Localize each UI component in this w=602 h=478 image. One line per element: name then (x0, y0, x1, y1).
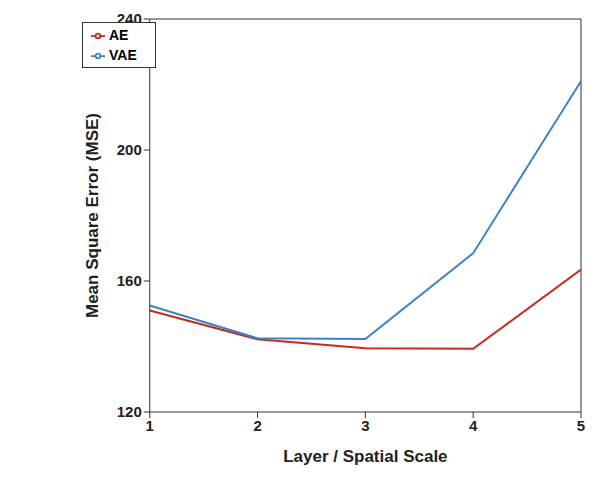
svg-text:3: 3 (361, 417, 369, 434)
svg-text:160: 160 (117, 272, 142, 289)
html-text:VAE: VAE (109, 47, 137, 63)
svg-text:Layer / Spatial Scale: Layer / Spatial Scale (283, 447, 447, 466)
svg-text:Mean Square Error (MSE): Mean Square Error (MSE) (83, 113, 102, 318)
svg-text:1: 1 (146, 417, 154, 434)
svg-text:120: 120 (117, 403, 142, 420)
html-text:AE: AE (109, 27, 129, 43)
svg-text:200: 200 (117, 141, 142, 158)
svg-text:2: 2 (253, 417, 261, 434)
svg-text:4: 4 (469, 417, 478, 434)
svg-text:5: 5 (577, 417, 585, 434)
svg-text:240: 240 (117, 10, 142, 27)
